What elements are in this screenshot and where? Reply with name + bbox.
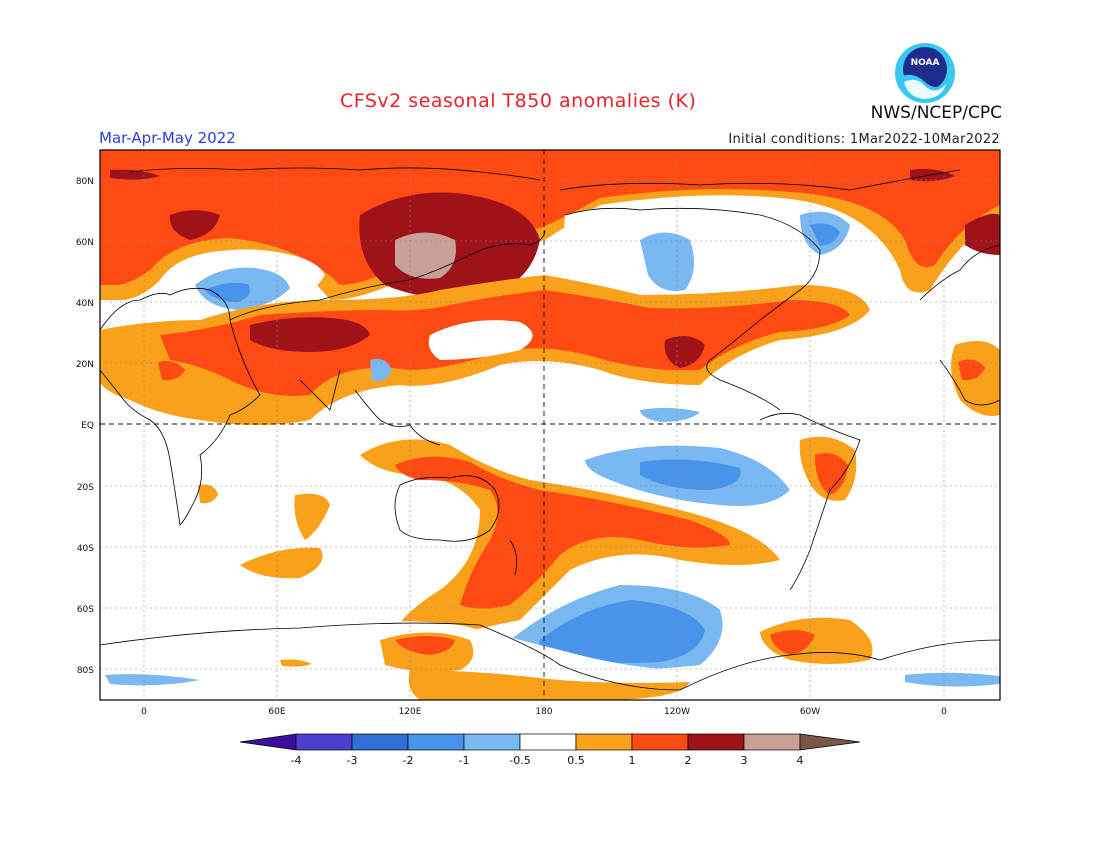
colorbar-label: -0.5 <box>509 754 530 767</box>
lat-label: 40N <box>76 299 94 309</box>
colorbar-swatch <box>295 733 353 751</box>
initial-conditions-label: Initial conditions: 1Mar2022-10Mar2022 <box>728 132 1000 147</box>
lon-label: 120W <box>664 707 690 717</box>
colorbar-label: -1 <box>459 754 470 767</box>
colorbar-labels: -4 -3 -2 -1 -0.5 0.5 1 2 3 4 <box>291 754 804 767</box>
lat-label: 20N <box>76 360 94 370</box>
graticule <box>100 150 1000 700</box>
lat-label: EQ <box>81 421 94 431</box>
lat-label: 20S <box>77 483 94 493</box>
season-label: Mar-Apr-May 2022 <box>99 129 236 147</box>
lat-label: 80N <box>76 177 94 187</box>
noaa-logo-text: NOAA <box>911 58 940 68</box>
colorbar-label: -4 <box>291 754 302 767</box>
lon-label: 60E <box>268 707 285 717</box>
colorbar-label: -2 <box>403 754 414 767</box>
longitude-labels: 0 60E 120E 180 120W 60W 0 <box>141 707 947 717</box>
lon-label: 180 <box>535 707 552 717</box>
lat-label: 60N <box>76 238 94 248</box>
colorbar-swatch <box>631 733 689 751</box>
colorbar-swatch <box>239 733 297 751</box>
colorbar-swatch <box>351 733 409 751</box>
noaa-logo-icon: NOAA <box>895 43 955 103</box>
colorbar-swatch <box>743 733 801 751</box>
colorbar-swatch <box>463 733 521 751</box>
colorbar-swatch <box>687 733 745 751</box>
colorbar-swatch <box>407 733 465 751</box>
colorbar-swatch <box>519 733 577 751</box>
colorbar-label: 3 <box>741 754 748 767</box>
lon-label: 0 <box>141 707 147 717</box>
lat-label: 80S <box>77 666 94 676</box>
lat-label: 40S <box>77 544 94 554</box>
colorbar-label: 1 <box>629 754 636 767</box>
equator-dateline <box>100 150 1000 700</box>
colorbar-label: 4 <box>797 754 804 767</box>
colorbar-swatch <box>799 733 861 751</box>
colorbar-label: 2 <box>685 754 692 767</box>
latitude-labels: 80N 60N 40N 20N EQ 20S 40S 60S 80S <box>76 177 94 676</box>
colorbar-swatch <box>575 733 633 751</box>
lon-label: 60W <box>800 707 820 717</box>
anomaly-field <box>100 150 1000 700</box>
coastlines <box>100 167 1000 691</box>
map-frame <box>99 149 1001 701</box>
colorbar-label: -3 <box>347 754 358 767</box>
lat-label: 60S <box>77 605 94 615</box>
lon-label: 0 <box>941 707 947 717</box>
colorbar <box>239 733 861 751</box>
agency-label: NWS/NCEP/CPC <box>870 103 1002 123</box>
colorbar-label: 0.5 <box>567 754 585 767</box>
map-title: CFSv2 seasonal T850 anomalies (K) <box>340 90 697 112</box>
lon-label: 120E <box>399 707 422 717</box>
